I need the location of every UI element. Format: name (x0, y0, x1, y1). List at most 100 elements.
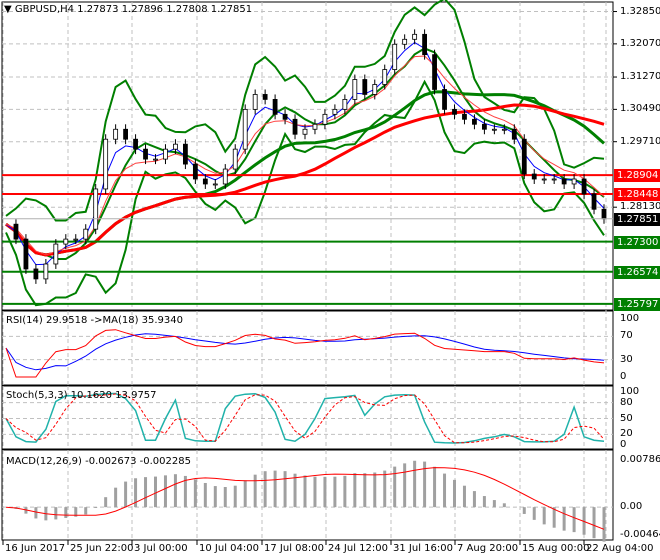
chart-header: ▼ GBPUSD,H4 1.27873 1.27896 1.27808 1.27… (4, 4, 252, 16)
candle-body (302, 128, 308, 135)
candle-body (23, 238, 29, 270)
candle-body (292, 118, 298, 135)
candle-body (452, 108, 457, 115)
macd-title: MACD(12,26,9) -0.002673 -0.002285 (6, 456, 191, 467)
price-label: 1.30490 (620, 103, 660, 115)
candle-body (143, 148, 148, 160)
pane-frame-0 (1, 1, 614, 311)
macd-axis-label: 0.007868 (620, 454, 660, 465)
rsi-ma-line (5, 333, 605, 371)
candle-body (182, 143, 188, 165)
candle-body (262, 94, 268, 100)
candle-body (312, 123, 318, 130)
candle-body (571, 178, 577, 185)
price-label: 1.28130 (620, 201, 660, 213)
level-price-tag: 1.28448 (614, 188, 660, 201)
macd-signal-line (5, 467, 605, 530)
macd-axis-label: 0.00 (620, 501, 643, 513)
candle-body (561, 178, 567, 185)
candle-body (163, 148, 168, 160)
candle-body (342, 99, 348, 110)
candle-body (511, 128, 517, 140)
candle-body (581, 178, 587, 195)
candle-body (93, 188, 99, 230)
candle-body (591, 193, 597, 210)
candle-body (232, 148, 238, 170)
candle-body (601, 208, 607, 220)
candle-body (202, 178, 208, 185)
candle-body (33, 268, 39, 280)
candle-body (192, 163, 198, 180)
candle-body (402, 38, 408, 45)
candle-body (43, 263, 49, 280)
rsi-axis-label: 100 (620, 313, 640, 324)
level-price-tag: 1.27300 (614, 235, 660, 249)
candle-body (322, 113, 328, 125)
candle-body (103, 138, 109, 190)
candle-body (282, 113, 288, 120)
candle-body (372, 84, 378, 95)
rsi-axis-label: 0 (620, 371, 627, 382)
level-price-tag: 1.25797 (614, 297, 660, 311)
candle-body (422, 33, 428, 56)
candle-body (551, 178, 557, 181)
candle-body (113, 128, 119, 140)
stoch-axis-label: 80 (620, 396, 633, 408)
candle-body (153, 158, 158, 161)
candle-body (252, 94, 258, 110)
ohlc-values: 1.27873 1.27896 1.27808 1.27851 (77, 4, 253, 15)
stoch-axis-label: 20 (620, 428, 633, 440)
pane-frame-3 (1, 449, 614, 541)
stoch-axis-label: 100 (620, 386, 640, 397)
candle-body (212, 183, 218, 186)
candle-body (222, 168, 228, 185)
candle-body (173, 143, 178, 150)
time-label: 31 Jul 16:00 (393, 543, 453, 554)
time-label: 7 Aug 20:00 (457, 543, 519, 554)
candle-body (472, 118, 477, 125)
time-label: 10 Jul 04:00 (199, 543, 259, 554)
stoch-axis-label: 50 (620, 412, 633, 424)
candle-body (432, 54, 437, 90)
candle-body (13, 223, 19, 240)
time-label: 16 Jun 2017 (5, 543, 66, 554)
candle-body (242, 108, 248, 150)
stoch-main-line (5, 392, 605, 444)
candle-body (521, 138, 527, 175)
candle-body (352, 79, 358, 100)
candle-body (362, 79, 368, 95)
candle-body (531, 173, 537, 180)
pane-frame-2 (1, 385, 614, 450)
candle-body (53, 243, 59, 265)
pane-frame-1 (1, 310, 614, 386)
candle-body (481, 123, 487, 130)
time-label: 24 Jul 12:00 (328, 543, 388, 554)
time-label: 25 Jun 22:00 (70, 543, 134, 554)
candle-body (133, 138, 138, 150)
dropdown-triangle-icon[interactable]: ▼ (4, 4, 12, 15)
stoch-axis-label: 0 (620, 439, 627, 450)
candle-body (73, 238, 79, 241)
rsi-axis-label: 70 (620, 330, 633, 342)
price-label: 1.32070 (620, 37, 660, 49)
bollinger-band-1 (5, 79, 605, 307)
rsi-line (5, 329, 605, 378)
time-label: 17 Jul 08:00 (264, 543, 324, 554)
candle-body (83, 228, 89, 240)
time-label: 3 Jul 00:00 (134, 543, 188, 554)
level-price-tag: 1.26574 (614, 265, 660, 279)
candle-body (63, 238, 69, 245)
price-label: 1.32850 (620, 5, 660, 17)
candle-body (412, 33, 418, 40)
candle-body (491, 128, 497, 131)
candle-body (541, 178, 547, 181)
candle-body (123, 128, 128, 140)
candle-body (501, 128, 507, 131)
candle-body (462, 113, 467, 120)
candle-body (382, 69, 388, 85)
candle-body (332, 108, 338, 115)
bollinger-band-0 (5, 0, 605, 222)
current-price-tag: 1.27851 (614, 212, 660, 226)
candle-body (392, 43, 398, 70)
